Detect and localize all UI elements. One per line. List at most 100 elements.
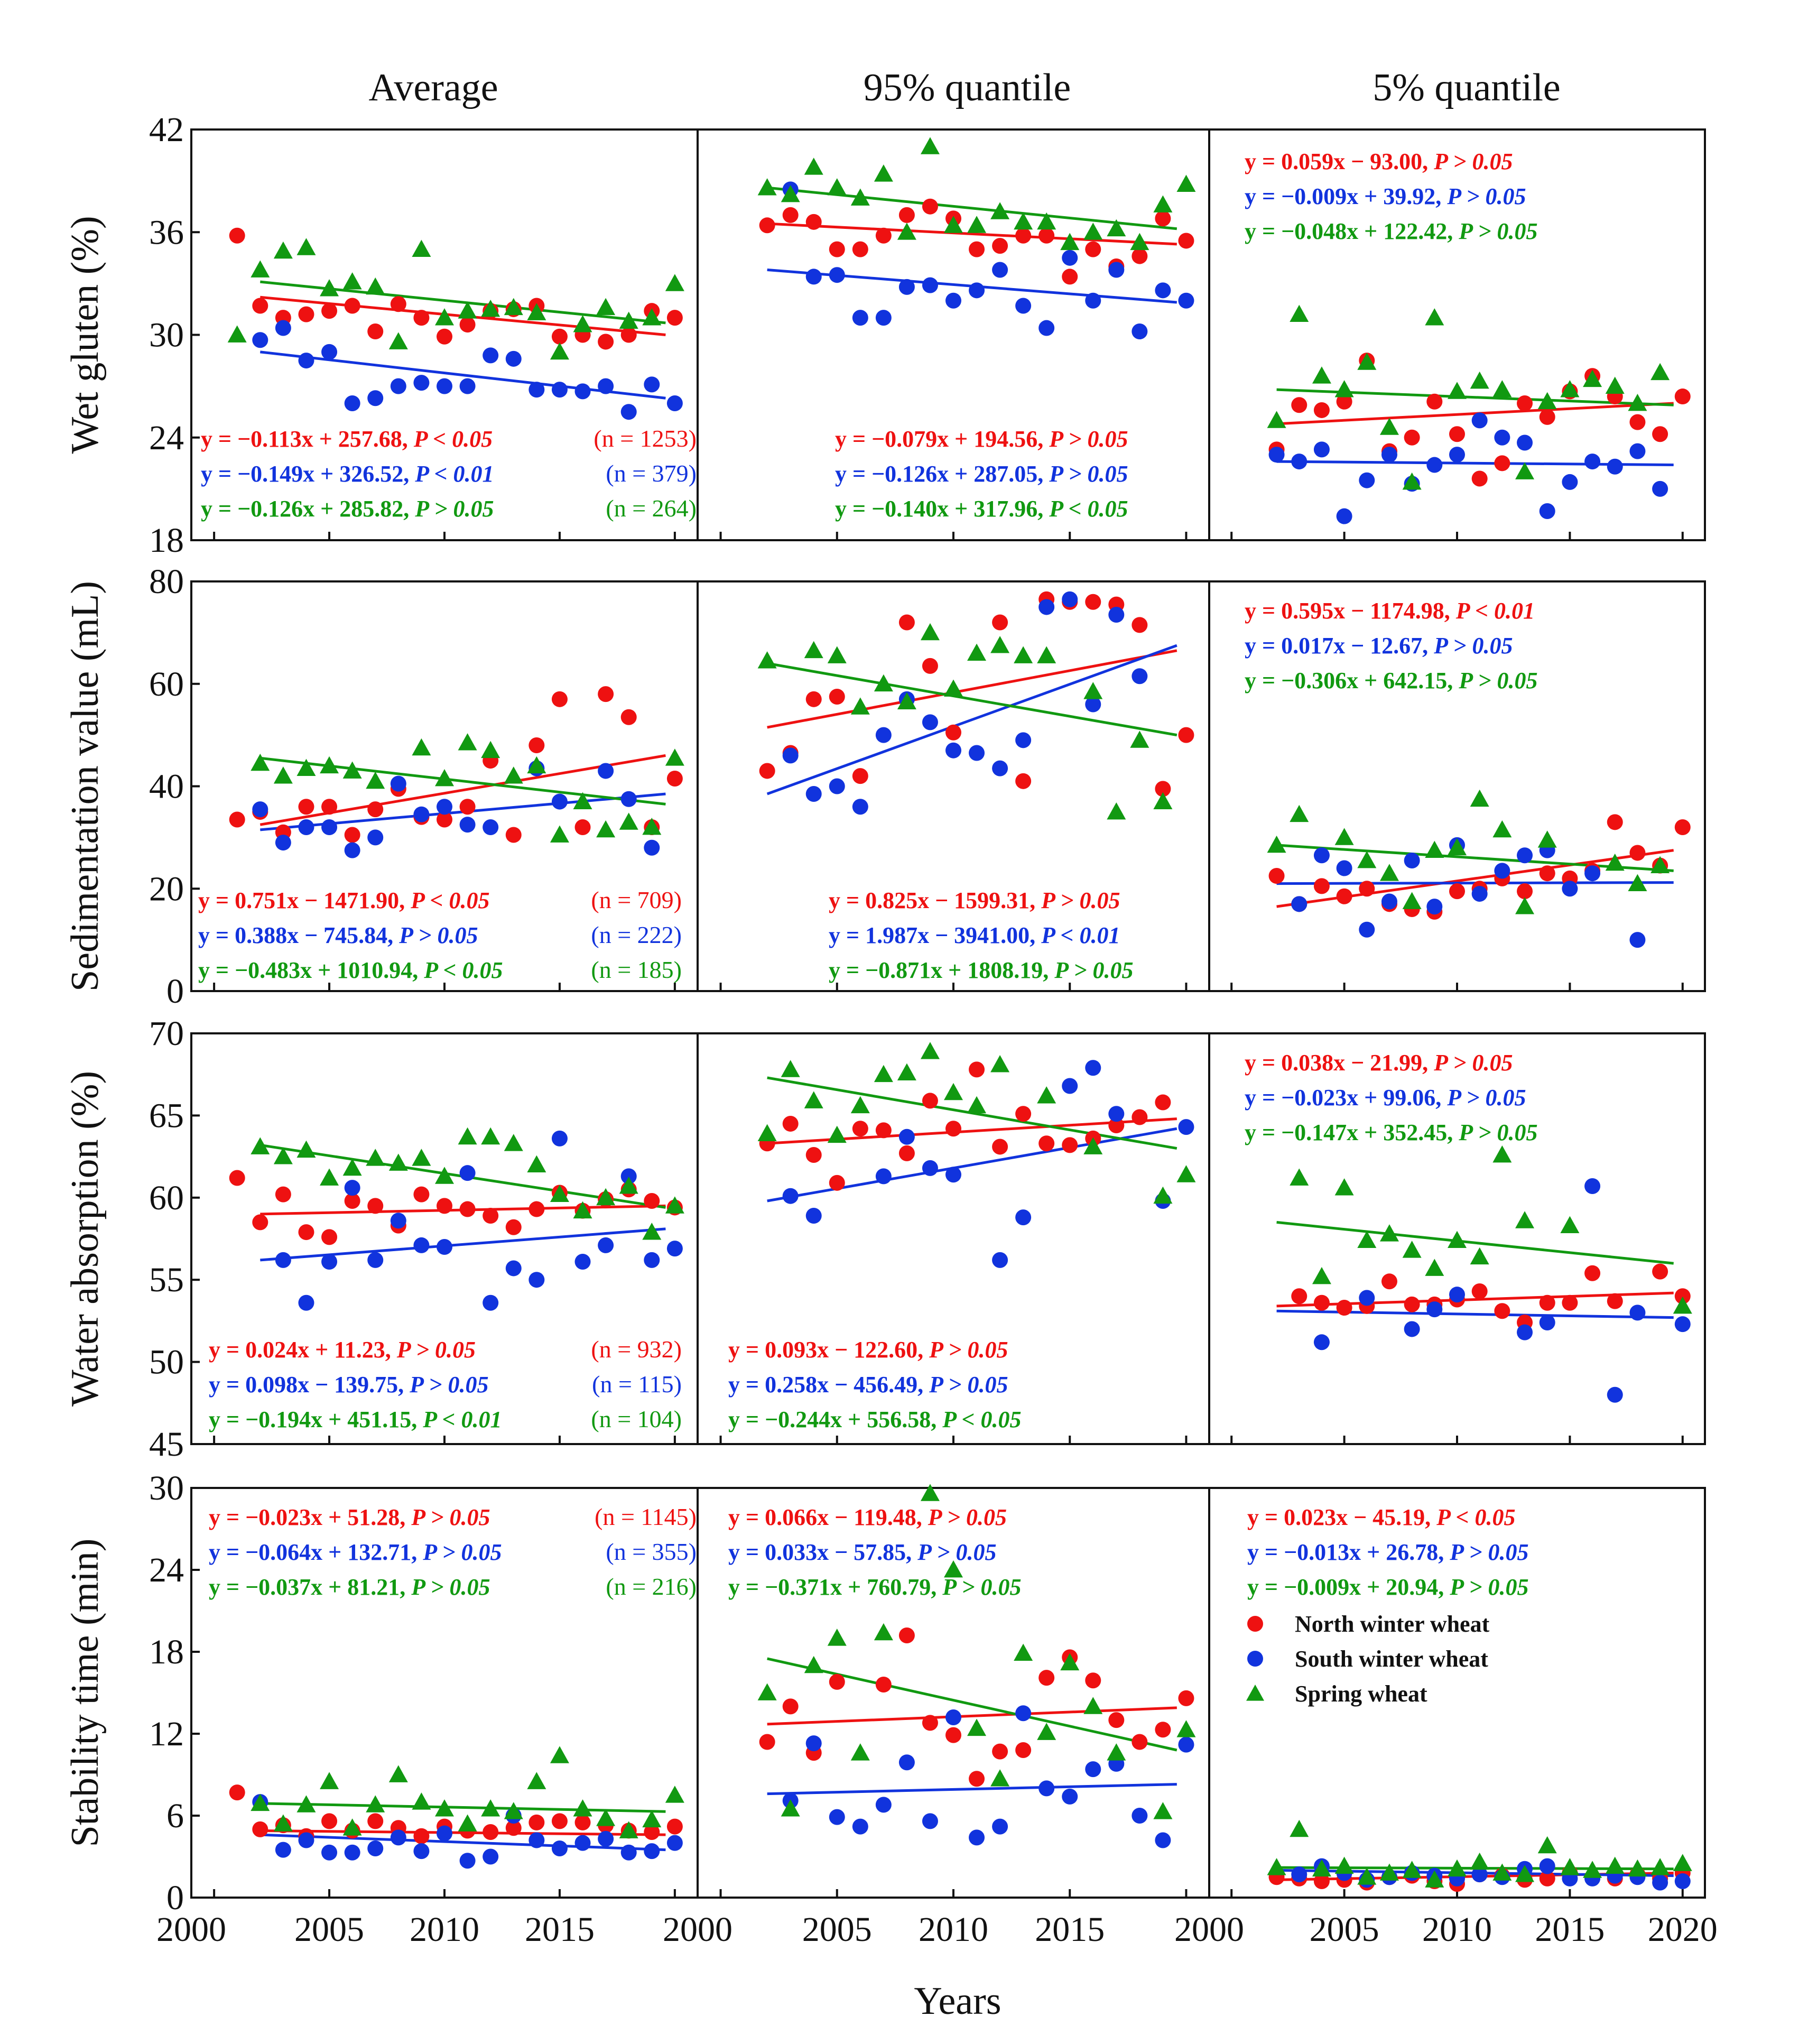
y-tick-label: 24 bbox=[149, 419, 184, 457]
point-north bbox=[1539, 409, 1555, 425]
point-south bbox=[298, 1294, 314, 1311]
point-south bbox=[620, 1168, 637, 1185]
point-spring bbox=[550, 1185, 569, 1202]
point-spring bbox=[1583, 369, 1602, 387]
point-spring bbox=[1290, 304, 1309, 322]
point-spring bbox=[1650, 363, 1670, 381]
regression-equation: y = −0.079x + 194.56, P > 0.05 bbox=[835, 426, 1128, 452]
regression-equation: y = 0.023x − 45.19, P < 0.05 bbox=[1247, 1504, 1515, 1530]
point-spring bbox=[1537, 392, 1557, 410]
point-spring bbox=[1130, 730, 1149, 748]
point-spring bbox=[1605, 1856, 1625, 1874]
point-north bbox=[1381, 1273, 1397, 1290]
point-spring bbox=[781, 1060, 800, 1077]
regression-equation: y = −0.009x + 39.92, P > 0.05 bbox=[1245, 183, 1526, 209]
point-south bbox=[298, 1832, 314, 1848]
point-spring bbox=[1470, 371, 1489, 389]
x-tick-label: 2000 bbox=[1174, 1910, 1244, 1949]
equation-text: y = −0.140x + 317.96, bbox=[835, 496, 1049, 522]
point-south bbox=[551, 793, 568, 810]
point-south bbox=[1562, 881, 1578, 897]
point-spring bbox=[342, 761, 362, 779]
point-south bbox=[367, 1840, 384, 1856]
point-north bbox=[1517, 395, 1533, 411]
point-south bbox=[805, 786, 822, 802]
point-north bbox=[1449, 426, 1465, 442]
point-spring bbox=[642, 818, 662, 835]
point-north bbox=[922, 1093, 938, 1109]
point-north bbox=[1584, 1265, 1601, 1281]
point-spring bbox=[458, 733, 477, 751]
point-spring bbox=[1037, 212, 1056, 230]
point-south bbox=[1517, 847, 1533, 864]
point-south bbox=[1404, 852, 1420, 868]
sample-count: (n = 185) bbox=[591, 956, 682, 983]
point-north bbox=[666, 310, 683, 326]
point-south bbox=[413, 1237, 430, 1253]
point-south bbox=[252, 332, 268, 348]
y-tick-label: 70 bbox=[149, 1014, 184, 1053]
point-south bbox=[969, 282, 985, 299]
point-spring bbox=[967, 1718, 987, 1736]
point-spring bbox=[251, 260, 270, 278]
point-south bbox=[528, 1832, 545, 1848]
point-north bbox=[666, 770, 683, 787]
point-north bbox=[1015, 1742, 1032, 1758]
point-north bbox=[437, 811, 452, 828]
p-value: P > 0.05 bbox=[917, 1539, 996, 1565]
point-spring bbox=[1560, 380, 1580, 397]
point-south bbox=[437, 799, 452, 815]
point-spring bbox=[1153, 1186, 1173, 1204]
point-spring bbox=[757, 651, 777, 669]
point-south bbox=[992, 262, 1008, 278]
point-spring bbox=[1267, 835, 1286, 853]
point-south bbox=[1062, 1078, 1078, 1094]
point-north bbox=[805, 691, 822, 707]
regression-equation: y = −0.306x + 642.15, P > 0.05 bbox=[1245, 668, 1538, 693]
regression-equation: y = 0.098x − 139.75, P > 0.05 bbox=[209, 1372, 488, 1398]
point-spring bbox=[804, 1091, 823, 1108]
y-tick-label: 0 bbox=[166, 972, 184, 1011]
point-spring bbox=[804, 1655, 823, 1673]
p-value: P > 0.05 bbox=[414, 496, 494, 522]
point-north bbox=[298, 306, 314, 322]
point-north bbox=[829, 688, 845, 705]
point-spring bbox=[1425, 840, 1444, 858]
regression-equation: y = −0.483x + 1010.94, P < 0.05 bbox=[198, 957, 503, 983]
point-south bbox=[1132, 1808, 1148, 1824]
p-value: P < 0.05 bbox=[413, 426, 493, 452]
point-north bbox=[922, 1715, 938, 1731]
point-south bbox=[945, 742, 961, 759]
regression-equation: y = −0.147x + 352.45, P > 0.05 bbox=[1245, 1120, 1538, 1145]
point-south bbox=[1584, 454, 1601, 470]
point-south bbox=[1085, 292, 1101, 309]
point-south bbox=[574, 1254, 591, 1270]
point-south bbox=[1015, 732, 1032, 748]
point-spring bbox=[1014, 212, 1033, 230]
y-tick-label: 36 bbox=[149, 213, 184, 252]
x-tick-label: 2010 bbox=[1422, 1910, 1492, 1949]
point-south bbox=[1062, 591, 1078, 607]
point-south bbox=[390, 1213, 406, 1229]
point-north bbox=[1674, 819, 1691, 835]
point-north bbox=[1132, 1734, 1148, 1750]
equation-text: y = 0.023x − 45.19, bbox=[1247, 1504, 1436, 1530]
equation-text: y = −0.483x + 1010.94, bbox=[198, 957, 424, 983]
point-spring bbox=[1357, 1867, 1377, 1885]
point-south bbox=[1426, 899, 1443, 915]
point-north bbox=[1062, 269, 1078, 285]
p-value: P > 0.05 bbox=[1446, 183, 1526, 209]
point-spring bbox=[1448, 382, 1467, 399]
point-south bbox=[437, 1239, 452, 1255]
point-spring bbox=[850, 697, 870, 715]
point-north bbox=[1132, 617, 1148, 633]
y-tick-label: 60 bbox=[149, 1179, 184, 1217]
p-value: P > 0.05 bbox=[1458, 218, 1537, 244]
point-south bbox=[898, 1129, 915, 1145]
point-spring bbox=[1492, 380, 1512, 397]
equation-text: y = 0.033x − 57.85, bbox=[728, 1539, 917, 1565]
point-north bbox=[574, 1814, 591, 1830]
point-spring bbox=[619, 1821, 638, 1838]
point-south bbox=[945, 292, 961, 309]
